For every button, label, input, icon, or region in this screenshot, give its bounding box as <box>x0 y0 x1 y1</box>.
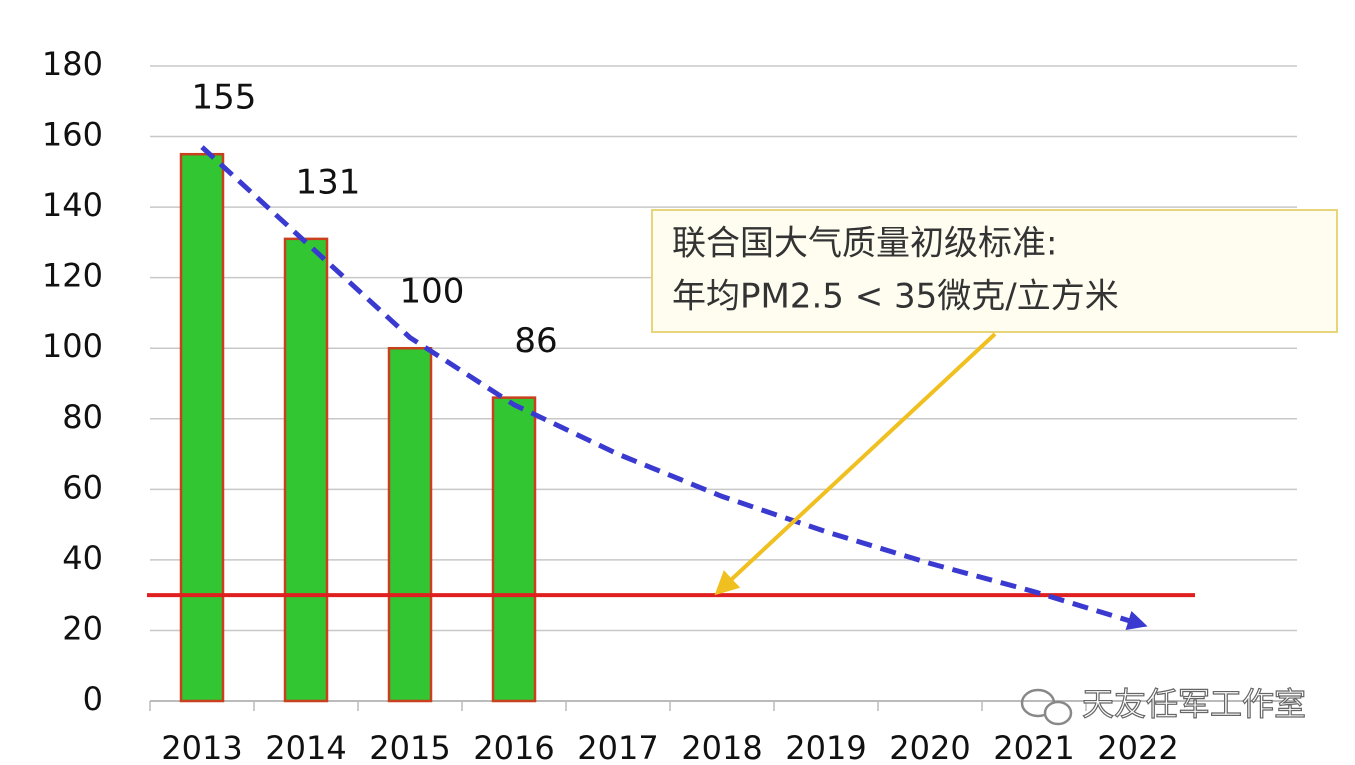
grid: 0 20 40 60 80 100 120 140 160 180 <box>42 45 1297 718</box>
x-tick-label: 2016 <box>473 729 554 765</box>
plot: 2013 155 2014 131 2015 100 2016 86 2017 2018 2019 2… <box>147 78 1195 765</box>
value-label: 86 <box>514 321 557 361</box>
x-tick-label: 2017 <box>577 729 658 765</box>
bar <box>179 152 225 703</box>
value-label: 100 <box>400 272 465 312</box>
watermark-icon <box>1020 688 1073 726</box>
y-tick-label: 20 <box>62 609 103 647</box>
bar <box>387 346 433 703</box>
value-label: 155 <box>192 78 257 118</box>
y-tick-label: 60 <box>62 468 103 506</box>
x-tick-label: 2022 <box>1097 729 1178 765</box>
y-tick-label: 160 <box>42 116 103 154</box>
x-tick-label: 2014 <box>265 729 346 765</box>
x-tick-label: 2018 <box>681 729 762 765</box>
trend-line <box>200 145 1148 631</box>
y-tick-label: 80 <box>62 398 103 436</box>
y-tick-label: 40 <box>62 539 103 577</box>
value-label: 131 <box>296 162 361 202</box>
annotation-line: 联合国大气质量初级标准: <box>672 224 1057 264</box>
x-tick-label: 2015 <box>369 729 450 765</box>
x-tick-label: 2020 <box>889 729 970 765</box>
x-tick-label: 2019 <box>785 729 866 765</box>
annotation-box <box>651 209 1338 333</box>
bar <box>491 396 537 703</box>
y-tick-label: 140 <box>42 186 103 224</box>
x-tick-label: 2013 <box>161 729 242 765</box>
y-tick-label: 180 <box>42 45 103 83</box>
y-tick-label: 0 <box>83 680 103 718</box>
bar <box>283 237 329 703</box>
y-tick-label: 120 <box>42 257 103 295</box>
y-tick-label: 100 <box>42 327 103 365</box>
watermark: 天友任军工作室 <box>1082 685 1306 723</box>
x-tick-label: 2021 <box>993 729 1074 765</box>
annotation-line: 年均PM2.5 < 35微克/立方米 <box>672 277 1119 317</box>
annotation-arrow <box>714 332 997 596</box>
